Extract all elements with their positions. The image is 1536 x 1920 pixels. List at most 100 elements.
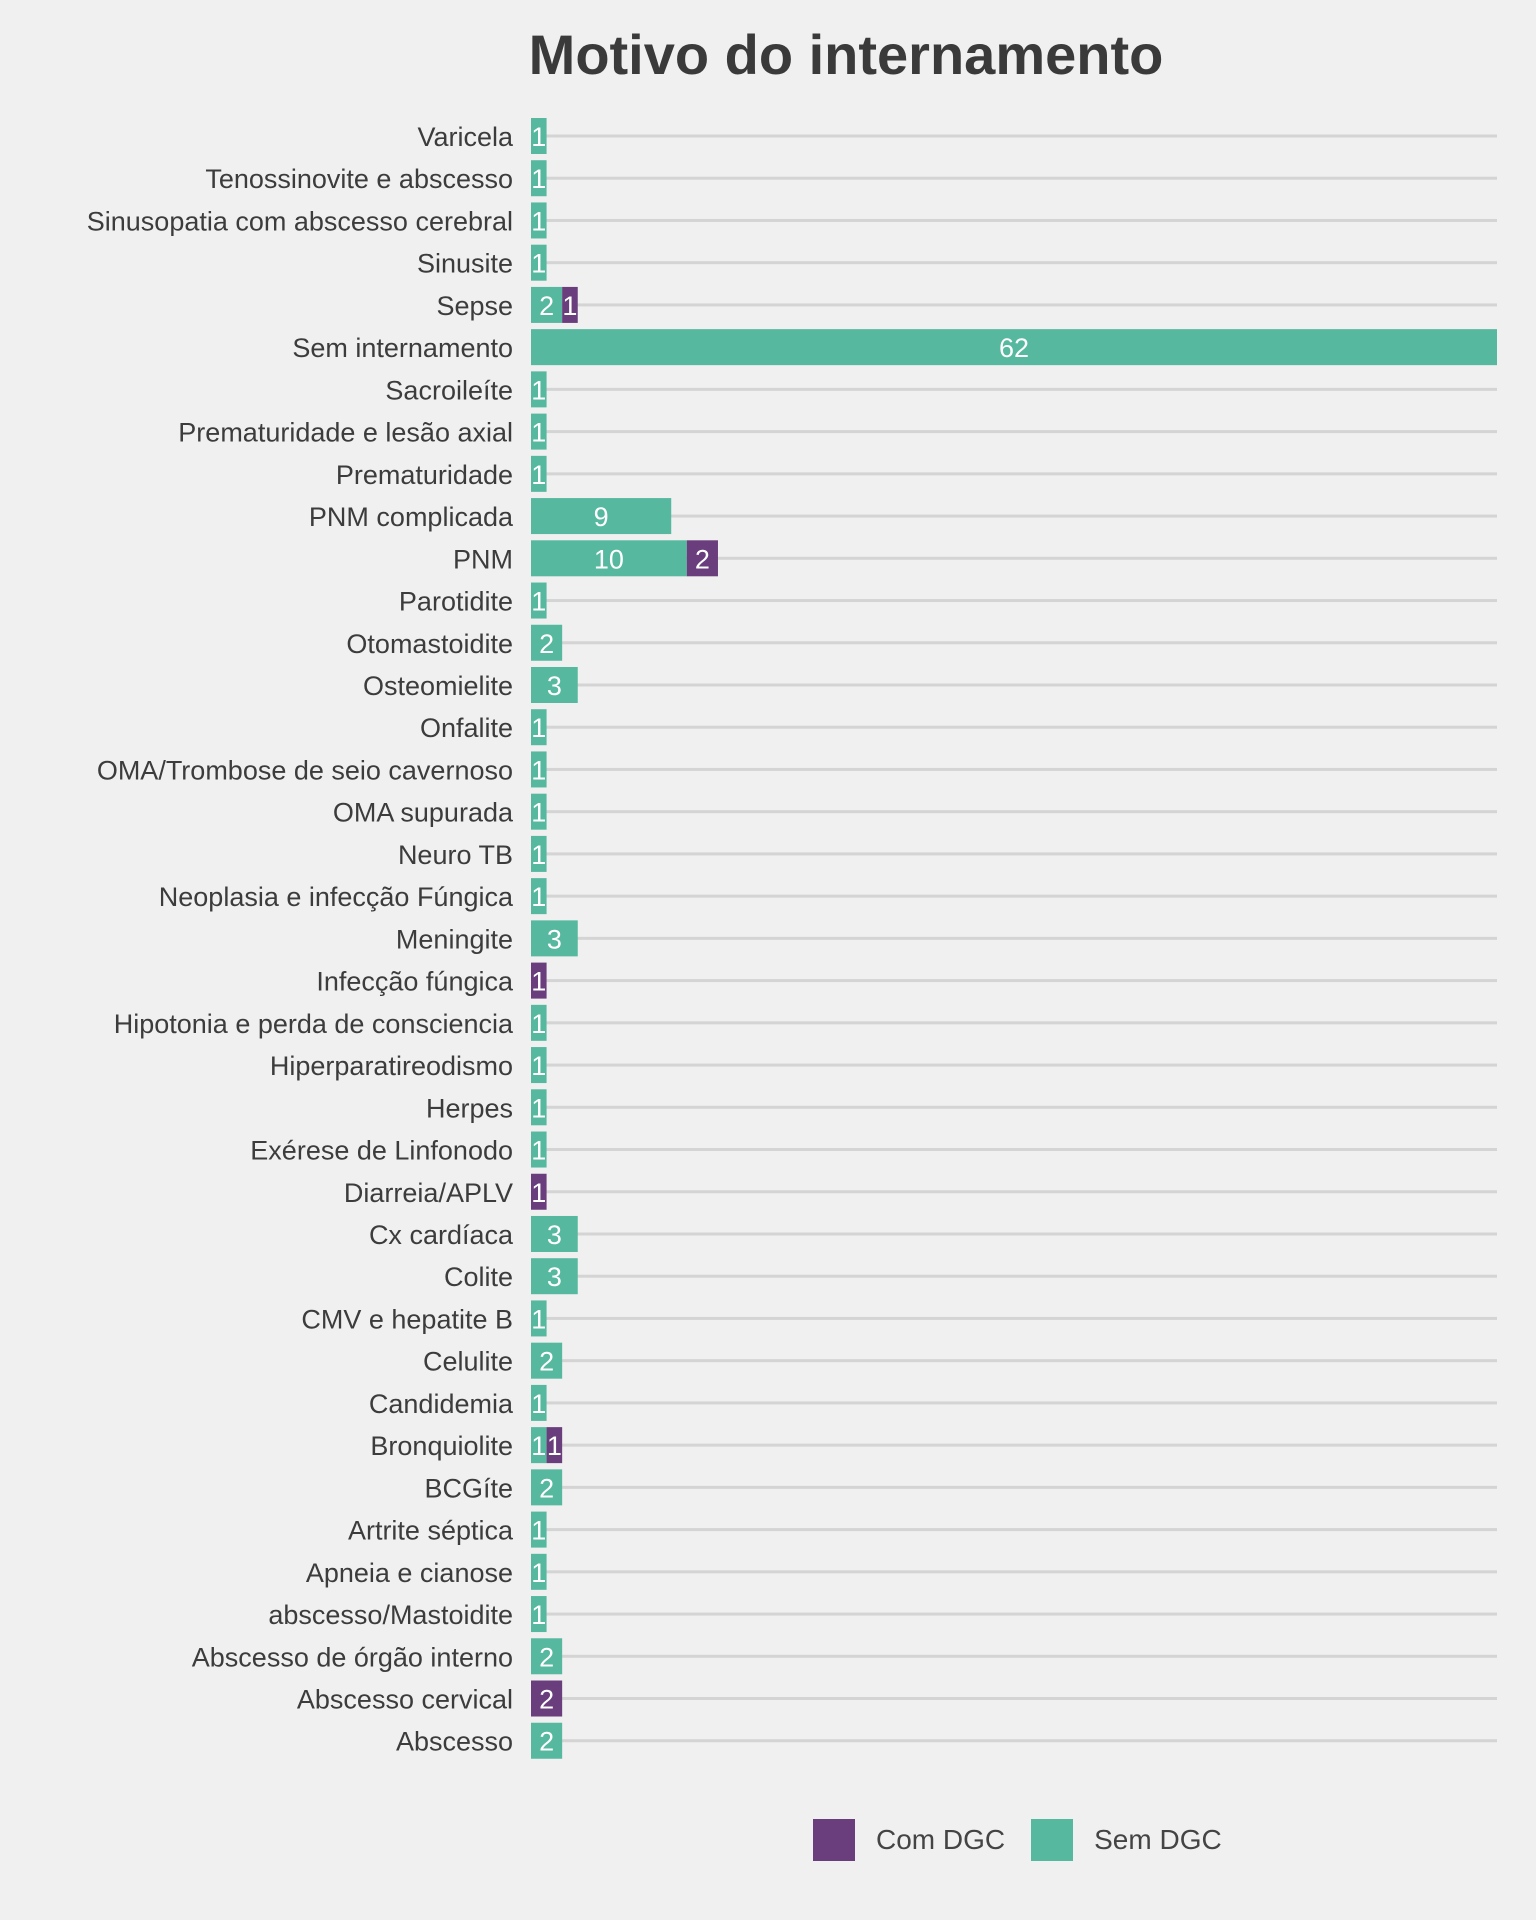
- bar-sem-dgc: [531, 878, 547, 915]
- bar-row-oma-trombose-de-seio-cavernoso: OMA/Trombose de seio cavernoso 1: [97, 751, 1497, 788]
- bar-sem-dgc: [531, 1131, 547, 1168]
- bar-track: [531, 936, 1497, 940]
- bar-sem-dgc: [531, 286, 563, 323]
- data-label: 1: [531, 882, 546, 912]
- bar-sem-dgc: [531, 709, 547, 746]
- bar-track: [531, 641, 1497, 645]
- category-label: Apneia e cianose: [306, 1558, 513, 1588]
- bar-row-hiperparatireodismo: Hiperparatireodismo 1: [270, 1047, 1497, 1084]
- bar-track: [531, 1021, 1497, 1025]
- category-label: Bronquiolite: [370, 1431, 513, 1461]
- data-label: 1: [531, 1558, 546, 1588]
- bar-row-apneia-e-cianose: Apneia e cianose 1: [306, 1553, 1497, 1590]
- category-label: Tenossinovite e abscesso: [205, 164, 513, 194]
- category-label: Diarreia/APLV: [344, 1178, 513, 1208]
- bar-sem-dgc: [531, 1384, 547, 1421]
- data-label: 1: [531, 1304, 546, 1334]
- bar-sem-dgc: [531, 1300, 547, 1337]
- legend-item-com-dgc: Com DGC: [813, 1819, 1005, 1861]
- data-label: 2: [539, 1473, 554, 1503]
- bar-sem-dgc: [531, 498, 672, 535]
- bar-track: [531, 1359, 1497, 1363]
- bar-row-candidemia: Candidemia 1: [369, 1384, 1497, 1421]
- bar-track: [531, 1528, 1497, 1532]
- legend-label-sem-dgc: Sem DGC: [1094, 1824, 1222, 1855]
- bar-sem-dgc: [531, 793, 547, 830]
- bar-track: [531, 599, 1497, 603]
- category-label: Abscesso cervical: [297, 1685, 513, 1715]
- bar-track: [531, 134, 1497, 138]
- bar-row-abscesso-cervical: Abscesso cervical 2: [297, 1680, 1497, 1717]
- bar-track: [531, 472, 1497, 476]
- data-label: 62: [999, 333, 1029, 363]
- bar-sem-dgc: [531, 455, 547, 492]
- category-label: Neoplasia e infecção Fúngica: [159, 882, 514, 912]
- category-label: OMA/Trombose de seio cavernoso: [97, 755, 513, 785]
- bar-row-pnm-complicada: PNM complicada 9: [309, 498, 1497, 535]
- bar-sem-dgc: [531, 1089, 547, 1126]
- data-label: 2: [539, 291, 554, 321]
- bar-row-varicela: Varicela 1: [417, 118, 1497, 154]
- legend-swatch-com-dgc: [813, 1819, 855, 1861]
- category-label: PNM: [453, 544, 513, 574]
- bar-row-meningite: Meningite 3: [396, 920, 1497, 957]
- data-label: 3: [547, 924, 562, 954]
- category-label: Varicela: [417, 122, 514, 152]
- category-label: BCGíte: [424, 1473, 513, 1503]
- bar-track: [531, 176, 1497, 180]
- bar-sem-dgc: [531, 835, 547, 872]
- category-label: Herpes: [426, 1093, 513, 1123]
- bar-sem-dgc: [531, 329, 1497, 366]
- data-label: 2: [695, 544, 710, 574]
- bar-sem-dgc: [531, 244, 547, 281]
- bar-track: [531, 1401, 1497, 1405]
- bar-track: [531, 556, 1497, 560]
- data-label: 1: [531, 206, 546, 236]
- bar-track: [531, 1190, 1497, 1194]
- data-label: 9: [594, 502, 609, 532]
- category-label: Celulite: [423, 1347, 513, 1377]
- bar-row-neuro-tb: Neuro TB 1: [398, 835, 1497, 872]
- bar-row-sem-internamento: Sem internamento 62: [292, 329, 1497, 366]
- bar-sem-dgc: [531, 1722, 563, 1759]
- category-label: Infecção fúngica: [316, 967, 514, 997]
- category-label: Prematuridade: [336, 460, 513, 490]
- category-label: OMA supurada: [333, 798, 514, 828]
- bar-track: [531, 303, 1497, 307]
- category-label: Candidemia: [369, 1389, 514, 1419]
- bar-track: [531, 1443, 1497, 1447]
- data-label: 2: [539, 1642, 554, 1672]
- bar-track: [531, 514, 1497, 518]
- bar-row-sinusite: Sinusite 1: [417, 244, 1497, 281]
- bar-row-cx-cardiaca: Cx cardíaca 3: [369, 1215, 1497, 1252]
- bar-row-osteomielite: Osteomielite 3: [363, 666, 1497, 703]
- bar-com-dgc: [686, 540, 718, 577]
- bar-sem-dgc: [531, 540, 687, 577]
- category-label: Sepse: [436, 291, 513, 321]
- category-label: Hipotonia e perda de consciencia: [114, 1009, 514, 1039]
- bar-track: [531, 683, 1497, 687]
- bar-sem-dgc: [531, 1427, 547, 1464]
- bar-sem-dgc: [531, 666, 578, 703]
- bar-row-diarreia-aplv: Diarreia/APLV 1: [344, 1173, 1497, 1210]
- data-label: 2: [539, 1347, 554, 1377]
- category-label: abscesso/Mastoidite: [268, 1600, 513, 1630]
- data-label: 1: [531, 1009, 546, 1039]
- category-label: Prematuridade e lesão axial: [178, 418, 513, 448]
- bar-sem-dgc: [531, 371, 547, 408]
- data-label: 1: [531, 587, 546, 617]
- bar-track: [531, 261, 1497, 265]
- bar-row-infeccao-fungica: Infecção fúngica 1: [316, 962, 1497, 999]
- data-label: 2: [539, 1727, 554, 1757]
- bar-com-dgc: [546, 1427, 563, 1464]
- bar-row-hipotonia-e-perda-de-consciencia: Hipotonia e perda de consciencia 1: [114, 1004, 1497, 1041]
- bar-track: [531, 1739, 1497, 1743]
- bar-sem-dgc: [531, 413, 547, 450]
- bar-track: [531, 387, 1497, 391]
- bar-row-sacroileite: Sacroileíte 1: [385, 371, 1497, 408]
- legend-label-com-dgc: Com DGC: [876, 1824, 1006, 1855]
- category-label: Cx cardíaca: [369, 1220, 514, 1250]
- category-label: Meningite: [396, 924, 513, 954]
- category-label: Sacroileíte: [385, 375, 513, 405]
- bar-sem-dgc: [531, 1469, 563, 1506]
